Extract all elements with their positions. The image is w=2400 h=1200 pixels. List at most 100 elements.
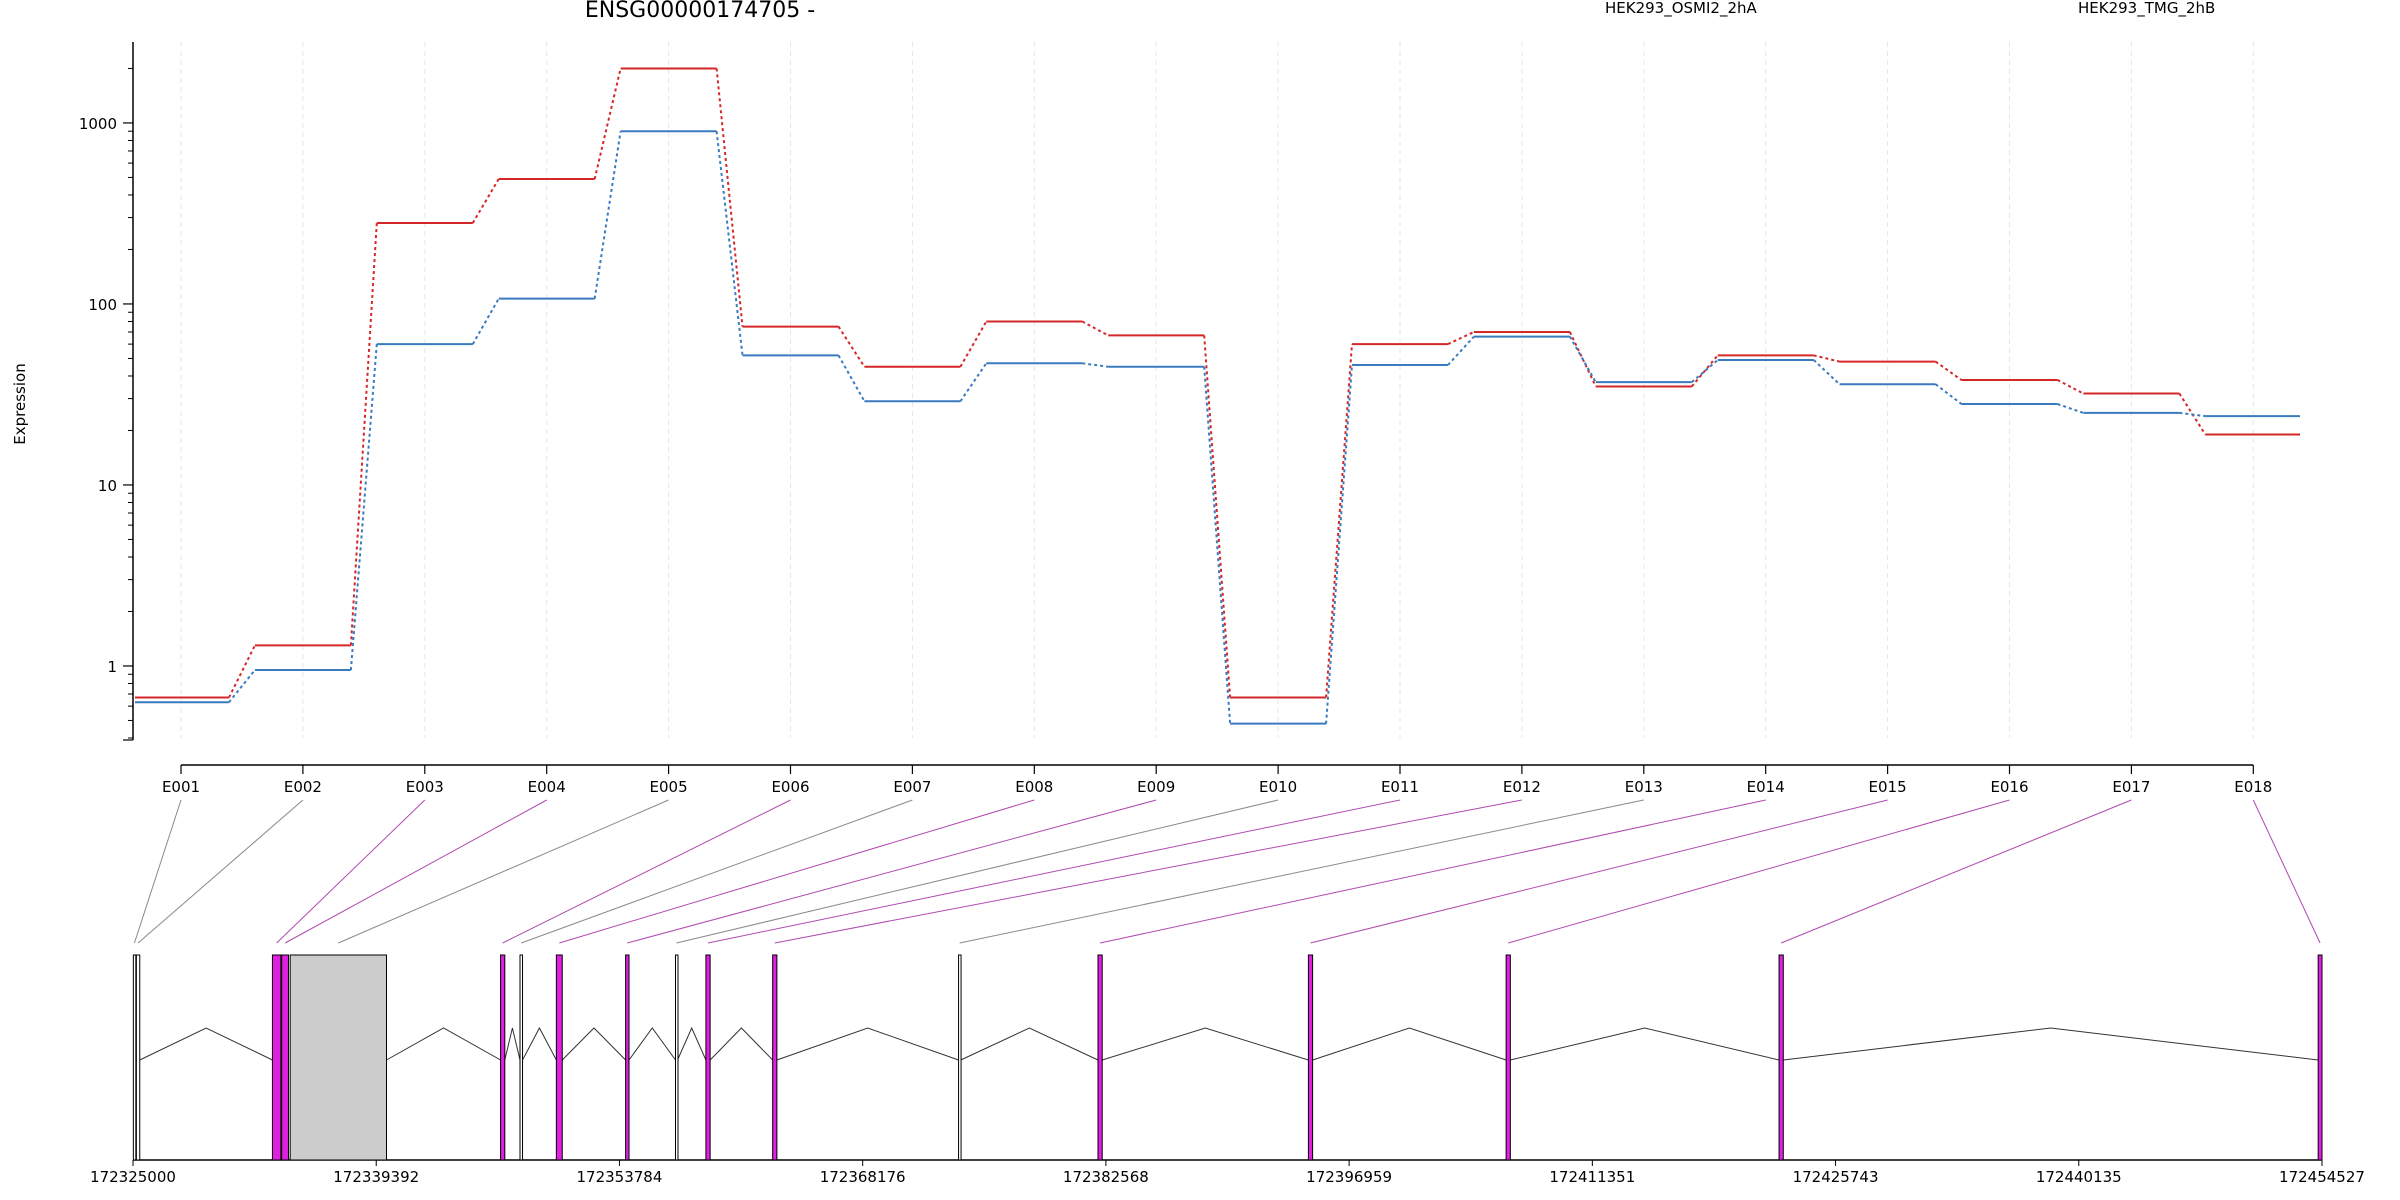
x-tick-label-e010: E010 — [1259, 778, 1297, 796]
connector-e014 — [1099, 799, 1766, 944]
intron-e006-e007 — [504, 1027, 521, 1061]
x-tick-label-e006: E006 — [771, 778, 809, 796]
exon-box-e005 — [289, 954, 387, 1161]
series-1-transition — [959, 362, 988, 402]
coord-tick-label-4: 172382568 — [1063, 1168, 1149, 1186]
connector-e001 — [133, 799, 182, 944]
series-1-transition — [1325, 364, 1353, 724]
x-gridlines — [180, 42, 2254, 738]
gene-model: 172325000 172339392 172353784 172368176 1723… — [90, 954, 2365, 1186]
connector-e009 — [627, 799, 1157, 944]
coord-tick-label-2: 172353784 — [576, 1168, 662, 1186]
intron-e013-e014 — [960, 1027, 1099, 1061]
series-1-transition — [1447, 335, 1475, 366]
connector-e016 — [1508, 799, 2010, 944]
series-1-transition — [1569, 336, 1597, 383]
series-0-transition — [715, 68, 744, 327]
exon-box-e002 — [135, 954, 141, 1161]
series-0-transition — [1935, 360, 1963, 381]
connector-e013 — [959, 799, 1644, 944]
series-0-transition — [593, 68, 622, 180]
exon-box-e014 — [1097, 954, 1103, 1161]
connector-e008 — [559, 799, 1035, 944]
intron-e017-e018 — [1783, 1027, 2319, 1061]
series-1-transition — [471, 298, 500, 345]
intron-e016-e017 — [1510, 1027, 1780, 1061]
connector-e015 — [1310, 799, 1888, 944]
connector-e006 — [502, 799, 791, 944]
series-1-transition — [2179, 411, 2206, 418]
intron-e010-e011 — [677, 1026, 707, 1061]
series-1-transition — [593, 131, 622, 299]
series-0-transition — [471, 178, 500, 224]
connector-e017 — [1780, 799, 2132, 944]
exon-box-e017 — [1778, 954, 1784, 1161]
exon-box-e015 — [1307, 954, 1314, 1161]
coord-tick-label-5: 172396959 — [1306, 1168, 1392, 1186]
x-tick-label-e001: E001 — [162, 778, 200, 796]
x-tick-label-e008: E008 — [1015, 778, 1053, 796]
connector-e012 — [774, 799, 1522, 944]
series-1-transition — [1203, 366, 1232, 724]
y-tick-label-1: 1 — [107, 658, 117, 676]
connector-e002 — [137, 799, 304, 944]
series-0-transition — [1691, 354, 1719, 388]
coord-tick-label-9: 172454527 — [2279, 1168, 2365, 1186]
intron-e012-e013 — [776, 1027, 959, 1061]
series-0-transition — [1813, 354, 1840, 363]
series-0-transition — [2057, 379, 2084, 395]
series-1-transition — [349, 344, 378, 671]
x-tick-label-e004: E004 — [528, 778, 566, 796]
exon-box-e007 — [519, 954, 524, 1161]
x-tick-label-e003: E003 — [406, 778, 444, 796]
series-1-transition — [1813, 359, 1841, 385]
series-0-transition — [1325, 344, 1353, 698]
exon-box-e008 — [555, 954, 563, 1161]
x-tick-label-e007: E007 — [893, 778, 931, 796]
intron-e015-e016 — [1312, 1027, 1507, 1061]
exon-box-e001 — [132, 954, 137, 1161]
series-1 — [135, 130, 2300, 725]
coord-tick-label-3: 172368176 — [820, 1168, 906, 1186]
y-tick-label-1000: 1000 — [79, 115, 117, 133]
coord-tick-label-8: 172440135 — [2036, 1168, 2122, 1186]
x-tick-label-e018: E018 — [2234, 778, 2272, 796]
x-tick-label-e009: E009 — [1137, 778, 1175, 796]
series-1-transition — [1934, 383, 1963, 405]
connector-e007 — [521, 799, 913, 944]
exon-box-e003 — [271, 954, 282, 1161]
x-tick-label-e002: E002 — [284, 778, 322, 796]
series-0-transition — [1447, 331, 1475, 346]
series-1-transition — [2057, 403, 2084, 414]
coord-tick-label-7: 172425743 — [1793, 1168, 1879, 1186]
chart-title: ENSG00000174705 - — [584, 0, 816, 23]
x-tick-label-e016: E016 — [1990, 778, 2028, 796]
exon-box-e011 — [705, 954, 711, 1161]
coord-tick-label-6: 172411351 — [1549, 1168, 1635, 1186]
connector-e004 — [284, 799, 547, 944]
series-1-transition — [1082, 362, 1109, 368]
connector-e010 — [676, 799, 1279, 944]
intron-e005-e006 — [386, 1027, 501, 1061]
exon-box-e006 — [500, 954, 506, 1161]
intron-e007-e008 — [522, 1026, 557, 1061]
exon-box-e004 — [281, 954, 289, 1161]
x-tick-label-e014: E014 — [1747, 778, 1785, 796]
intron-e008-e009 — [561, 1027, 626, 1061]
series-0-transition — [1203, 335, 1232, 698]
x-tick-label-e005: E005 — [650, 778, 688, 796]
axes: 1 10 100 1000 E001 E002 E003 E004 E005 E006 E007 E0… — [79, 42, 2272, 796]
exon-connectors — [133, 799, 2321, 944]
series-0-transition — [1081, 320, 1109, 337]
series-1-transition — [837, 354, 866, 402]
series-lines — [135, 67, 2300, 725]
legend-entry-osmi2: HEK293_OSMI2_2hA — [1605, 0, 1757, 17]
connector-e003 — [276, 799, 426, 944]
exon-box-e013 — [958, 954, 962, 1161]
series-1-transition — [228, 669, 256, 703]
y-tick-label-10: 10 — [98, 477, 117, 495]
series-0-transition — [228, 644, 256, 698]
intron-e009-e010 — [628, 1027, 676, 1061]
connector-e018 — [2252, 799, 2321, 944]
x-tick-label-e017: E017 — [2112, 778, 2150, 796]
